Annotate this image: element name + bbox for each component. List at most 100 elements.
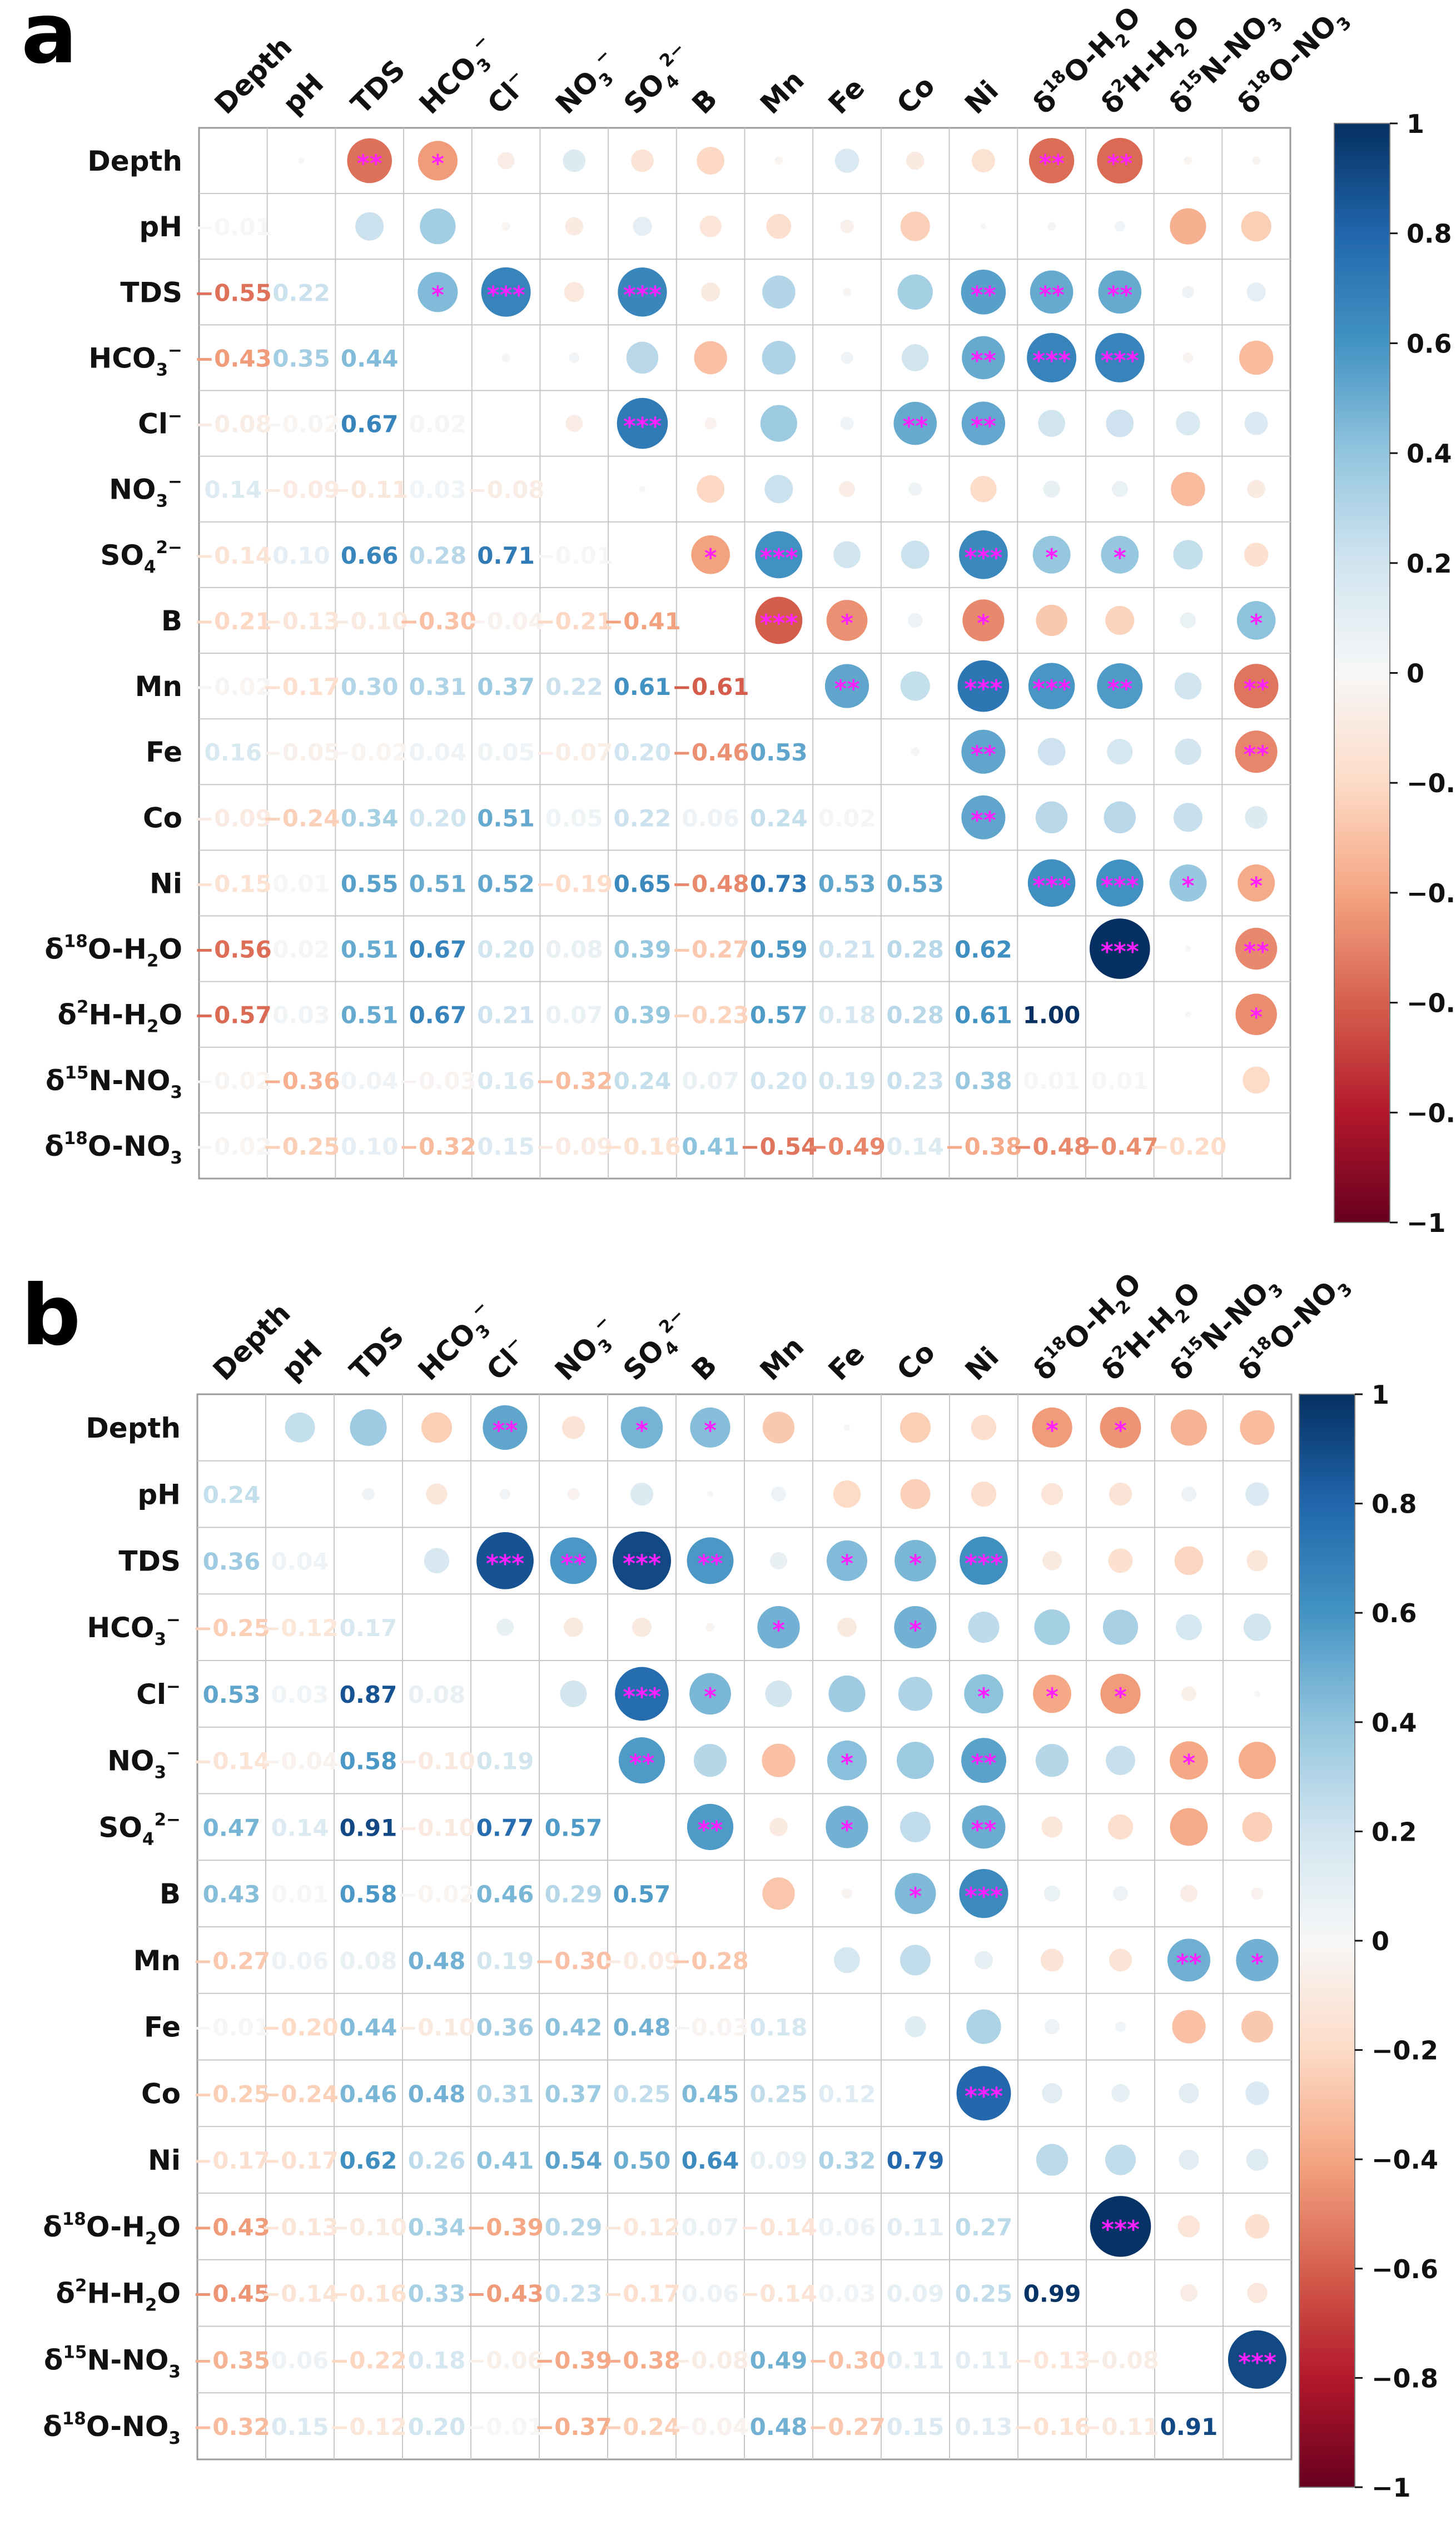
corr-circle: [771, 1487, 786, 1502]
col-label: HCO3−: [413, 30, 496, 120]
significance-marker: *: [841, 1549, 853, 1578]
corr-circle: [1030, 270, 1074, 314]
colorbar-tick-label: 0.4: [1407, 439, 1452, 469]
significance-marker: ***: [1032, 675, 1071, 703]
corr-circle: [1035, 801, 1068, 834]
corr-circle: [1180, 612, 1196, 629]
corr-circle: [1247, 480, 1265, 498]
corr-value: −0.20: [1150, 1133, 1227, 1160]
significance-marker: **: [1176, 1949, 1201, 1977]
corr-circle: [1090, 2196, 1151, 2257]
significance-marker: **: [697, 1816, 723, 1844]
corr-value: −0.09: [603, 1947, 680, 1975]
corr-circle: [900, 1479, 931, 1509]
significance-marker: ***: [759, 609, 798, 638]
corr-value: 0.41: [682, 1133, 739, 1160]
corr-value: 0.22: [614, 804, 672, 832]
col-label: B: [685, 1349, 723, 1387]
corr-value: −0.04: [672, 2413, 749, 2440]
corr-value: 0.21: [818, 936, 876, 963]
row-label: TDS: [120, 276, 182, 309]
corr-value: 0.51: [477, 804, 535, 832]
corr-value: 0.25: [750, 2080, 808, 2107]
corr-value: 0.77: [476, 1814, 534, 1841]
corr-circle: [968, 1612, 1000, 1643]
corr-circle: [1028, 663, 1075, 709]
corr-value: −0.02: [263, 411, 340, 438]
corr-value: 0.02: [272, 936, 330, 963]
col-label: Mn: [754, 1330, 810, 1386]
corr-value: −0.25: [193, 2080, 270, 2107]
corr-value: −0.12: [603, 2214, 680, 2241]
svg-text:δ18O-NO3: δ18O-NO3: [43, 2409, 181, 2448]
corr-circle: [1167, 1938, 1211, 1982]
corr-value: −0.10: [398, 1748, 475, 1775]
corr-circle: [1176, 1614, 1202, 1641]
significance-marker: ***: [623, 1683, 661, 1711]
corr-value: −0.01: [195, 213, 272, 241]
colorbar-tick-label: 0.6: [1407, 329, 1452, 359]
corr-circle: [1041, 1483, 1064, 1505]
corr-circle: [1043, 480, 1060, 498]
corr-circle: [362, 1488, 375, 1500]
corr-circle: [707, 1491, 714, 1498]
corr-value: 0.16: [477, 1067, 535, 1095]
corr-value: 0.10: [341, 1133, 399, 1160]
significance-marker: *: [909, 1549, 922, 1578]
corr-value: 0.17: [340, 1614, 397, 1642]
corr-value: −0.09: [535, 1133, 613, 1160]
corr-circle: [697, 475, 725, 503]
corr-value: 0.22: [272, 279, 330, 306]
significance-marker: *: [635, 1416, 648, 1445]
corr-value: −0.14: [261, 2280, 339, 2308]
significance-marker: *: [431, 281, 444, 309]
corr-value: −0.08: [672, 2347, 749, 2374]
corr-value: 0.18: [408, 2347, 466, 2374]
svg-text:HCO3−: HCO3−: [411, 1296, 505, 1390]
corr-value: 0.21: [477, 1002, 535, 1029]
corr-value: −0.36: [263, 1067, 340, 1095]
corr-circle: [563, 149, 586, 172]
svg-text:Ni: Ni: [150, 867, 182, 899]
corr-value: 0.53: [886, 870, 944, 897]
corr-value: 0.13: [955, 2413, 1013, 2440]
corr-value: −0.25: [263, 1133, 340, 1160]
corr-circle: [1102, 1609, 1139, 1645]
corr-circle: [901, 344, 929, 371]
corr-value: 0.18: [750, 2014, 808, 2041]
corr-value: −0.30: [399, 608, 476, 635]
corr-value: 0.24: [750, 804, 808, 832]
corr-value: −0.49: [808, 1133, 886, 1160]
colorbar-tick-label: −1: [1371, 2473, 1411, 2503]
corr-value: 0.14: [205, 476, 262, 504]
row-label: pH: [139, 211, 182, 243]
significance-marker: *: [841, 1749, 853, 1778]
corr-value: 0.91: [1160, 2413, 1218, 2440]
corr-value: −0.21: [195, 608, 272, 635]
corr-value: 0.14: [886, 1133, 944, 1160]
corr-circle: [1180, 2284, 1198, 2302]
corr-value: −0.27: [193, 1947, 270, 1975]
corr-circle: [1033, 1674, 1071, 1713]
colorbar-tick-label: −0.2: [1407, 768, 1456, 798]
corr-circle: [843, 1424, 851, 1431]
corr-value: 0.06: [682, 2280, 739, 2308]
row-label: Co: [143, 802, 182, 834]
corr-value: −0.02: [195, 1133, 272, 1160]
corr-circle: [1181, 1487, 1196, 1502]
corr-value: 0.06: [682, 804, 739, 832]
corr-circle: [1177, 2215, 1200, 2238]
significance-marker: **: [971, 346, 996, 375]
row-label: δ15N-NO3: [46, 1063, 182, 1102]
corr-value: 1.00: [1023, 1002, 1081, 1029]
svg-text:Fe: Fe: [822, 72, 871, 121]
svg-text:δ2H-H2O: δ2H-H2O: [56, 2276, 181, 2315]
significance-marker: *: [841, 609, 853, 638]
corr-circle: [618, 1737, 665, 1784]
corr-circle: [1027, 332, 1077, 382]
significance-marker: ***: [1101, 938, 1139, 966]
corr-circle: [421, 1412, 453, 1443]
corr-circle: [900, 1945, 931, 1976]
corr-circle: [1238, 864, 1275, 902]
significance-marker: *: [841, 1816, 853, 1844]
